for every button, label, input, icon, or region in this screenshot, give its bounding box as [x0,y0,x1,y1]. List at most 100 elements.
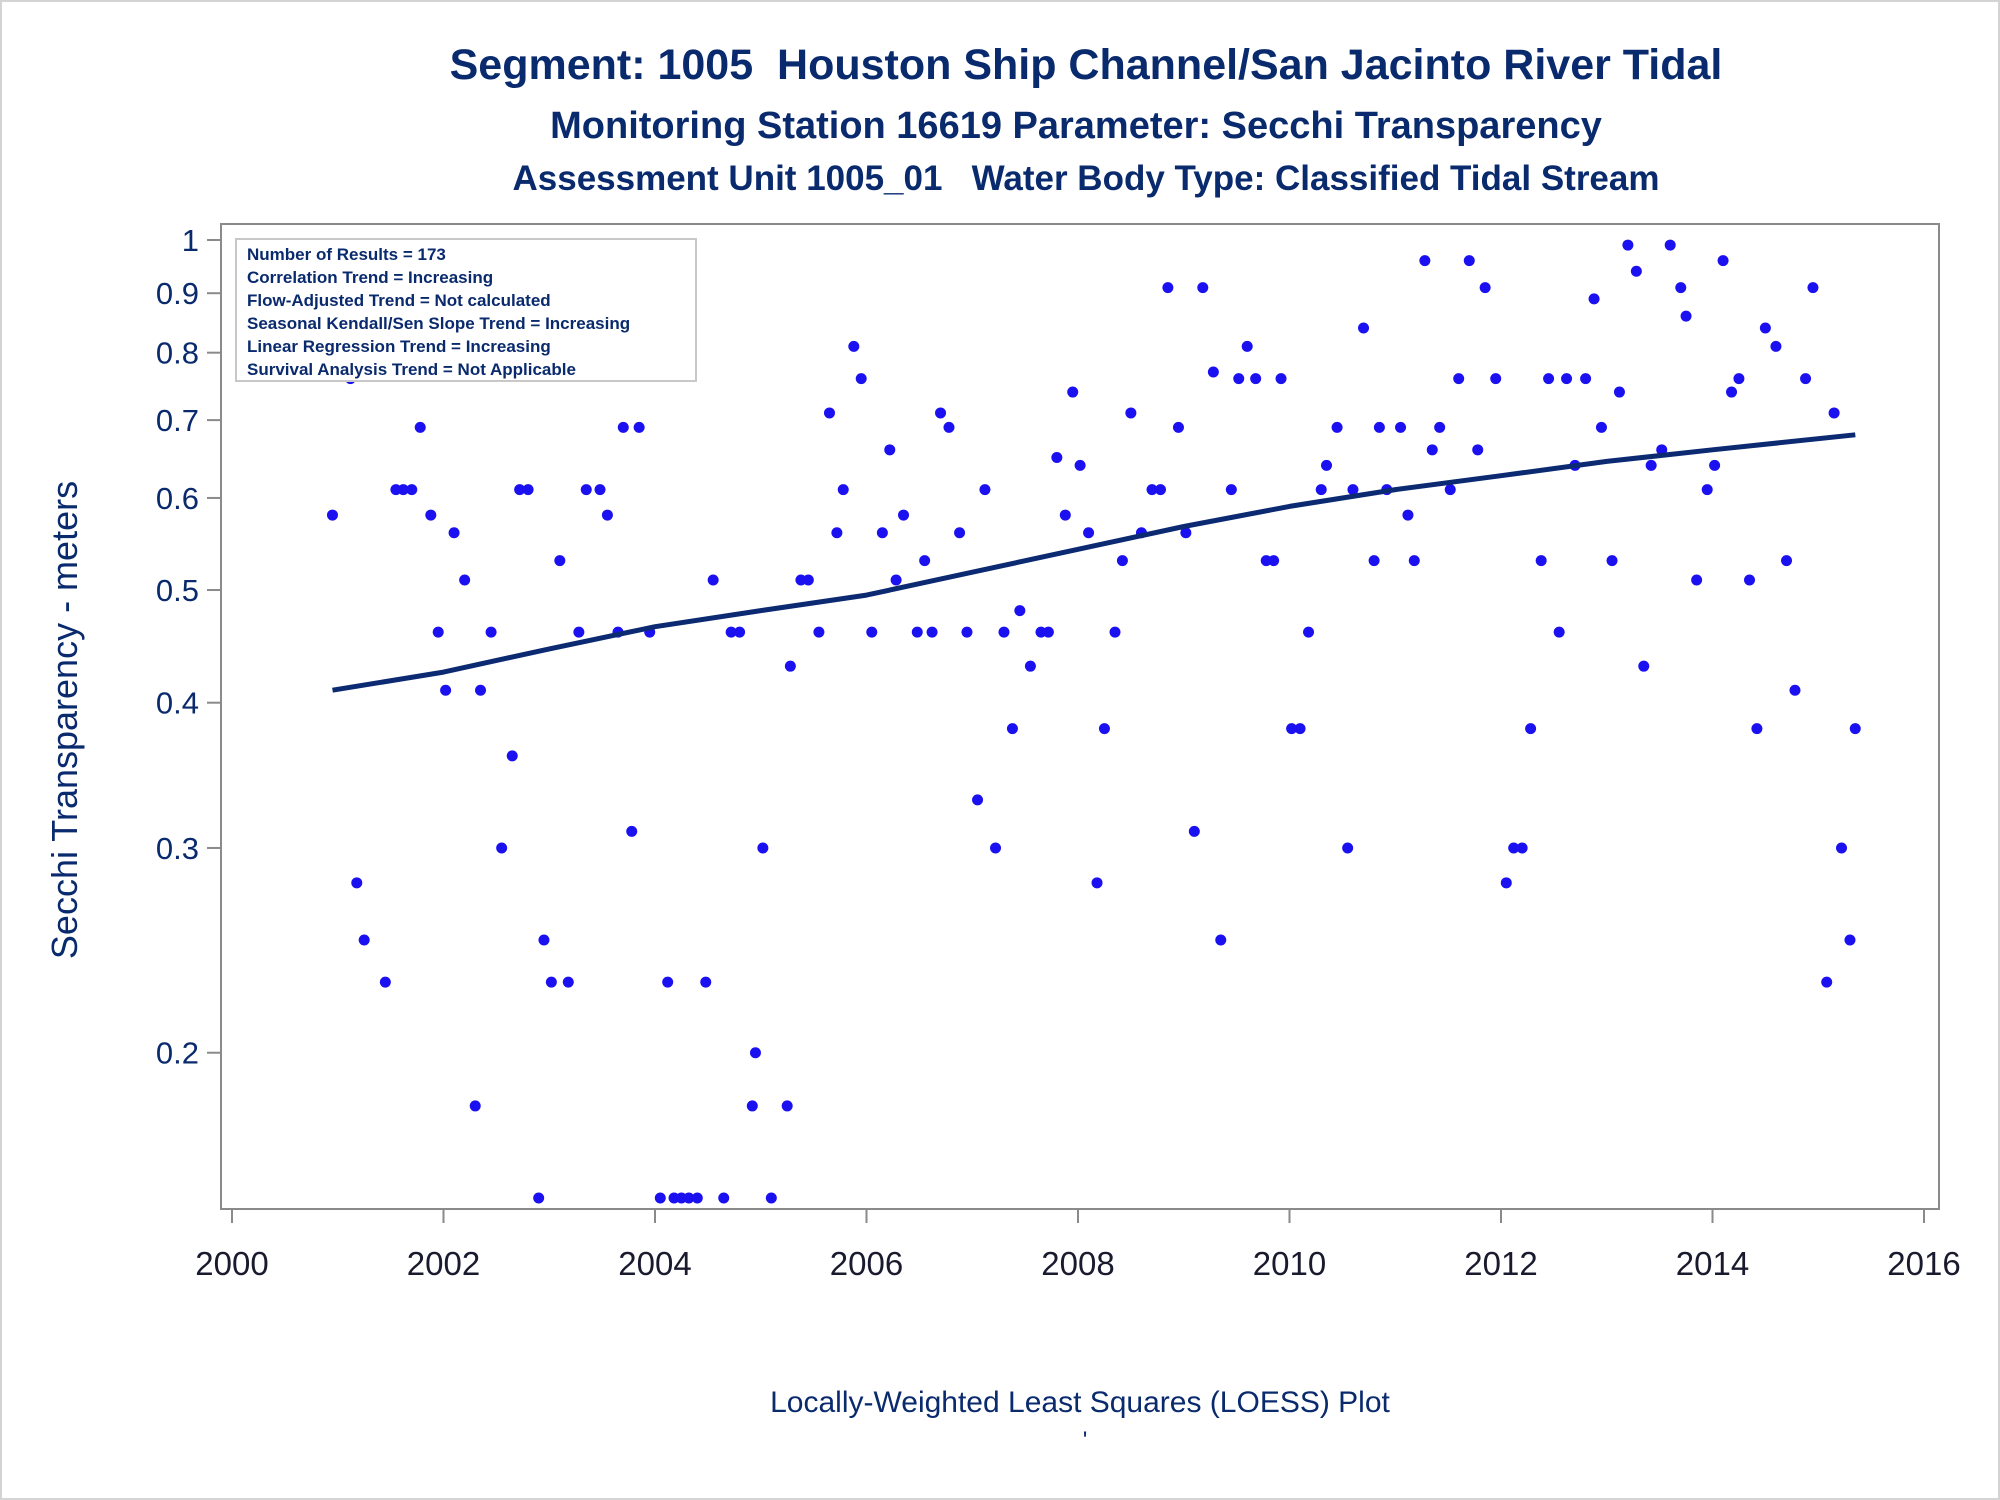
trend-legend-line: Survival Analysis Trend = Not Applicable [247,360,576,379]
data-point [514,484,526,496]
data-point [919,555,931,567]
data-point [1207,366,1219,378]
data-point [1849,723,1861,735]
data-point [1225,484,1237,496]
data-point [1789,684,1801,696]
data-point [1109,626,1121,638]
data-point [1358,322,1370,334]
data-point [998,626,1010,638]
data-point [911,626,923,638]
y-axis-label: Secchi Transparency - meters [44,481,85,959]
data-point [848,340,860,352]
data-point [554,555,566,567]
data-point [1691,574,1703,586]
data-point [425,509,437,521]
data-point [1233,373,1245,385]
chart-subtitle-2: Assessment Unit 1005_01 Water Body Type:… [512,159,1659,198]
x-tick-label: 2000 [195,1245,268,1282]
data-point [469,1100,481,1112]
data-point [1091,877,1103,889]
data-point [884,444,896,456]
data-point [784,660,796,672]
data-point [1821,976,1833,988]
data-point [1744,574,1756,586]
y-axis: 0.2 0.3 0.4 0.5 0.6 0.7 0.8 0.9 1 [156,223,221,1071]
data-point [1162,282,1174,294]
y-tick-label: 0.4 [156,686,199,721]
trend-legend-line: Flow-Adjusted Trend = Not calculated [247,291,551,310]
trend-legend-line: Linear Regression Trend = Increasing [247,337,551,356]
data-point [1419,255,1431,267]
data-point [1342,842,1354,854]
data-point [1490,373,1502,385]
y-tick-label: 0.2 [156,1036,199,1071]
data-point [746,1100,758,1112]
data-point [533,1192,545,1204]
data-point [440,684,452,696]
data-point [1622,239,1634,251]
data-point [1759,322,1771,334]
footnote: Locally-Weighted Least Squares (LOESS) P… [770,1386,1390,1419]
data-point [1098,723,1110,735]
data-point [1543,373,1555,385]
data-point [633,421,645,433]
data-point [1303,626,1315,638]
data-point [1373,421,1385,433]
y-tick-label: 0.7 [156,403,199,438]
data-point [1116,555,1128,567]
data-point [1630,265,1642,277]
loess-trend-line [332,432,1856,693]
data-point [1294,723,1306,735]
data-point [1024,660,1036,672]
data-point [961,626,973,638]
data-point [1331,421,1343,433]
data-point [1535,555,1547,567]
data-point [1250,373,1262,385]
data-point [601,509,613,521]
data-point [1006,723,1018,735]
y-tick-label: 0.5 [156,573,199,608]
chart-subtitle-1: Monitoring Station 16619 Parameter: Secc… [550,105,1602,147]
data-point [506,750,518,762]
data-point [626,825,638,837]
data-point [1215,934,1227,946]
data-point [562,976,574,988]
data-point [1479,282,1491,294]
x-tick-label: 2002 [407,1245,480,1282]
data-point [1733,373,1745,385]
x-tick-label: 2016 [1887,1245,1960,1282]
data-point [538,934,550,946]
data-point [1083,527,1095,539]
data-point [1613,386,1625,398]
data-point [1844,934,1856,946]
data-point [1402,509,1414,521]
data-point [1606,555,1618,567]
data-point [654,1192,666,1204]
data-point [1508,842,1520,854]
data-point [1051,452,1063,464]
data-point [1580,373,1592,385]
data-point [1828,407,1840,419]
data-point [594,484,606,496]
data-point [1154,484,1166,496]
data-point [1042,626,1054,638]
data-point [1275,373,1287,385]
data-point [1770,340,1782,352]
data-point [1453,373,1465,385]
data-point [1426,444,1438,456]
data-point [573,626,585,638]
data-point [1836,842,1848,854]
trend-legend-line: Correlation Trend = Increasing [247,268,493,287]
data-point [926,626,938,638]
data-point [683,1192,695,1204]
data-point [898,509,910,521]
plot-area [220,223,1940,1210]
data-point [1807,282,1819,294]
data-point [1286,723,1298,735]
data-point [1751,723,1763,735]
data-point [1680,310,1692,322]
data-point [1525,723,1537,735]
data-point [545,976,557,988]
trend-legend-box [235,238,697,382]
trend-legend-line: Seasonal Kendall/Sen Slope Trend = Incre… [247,314,630,333]
